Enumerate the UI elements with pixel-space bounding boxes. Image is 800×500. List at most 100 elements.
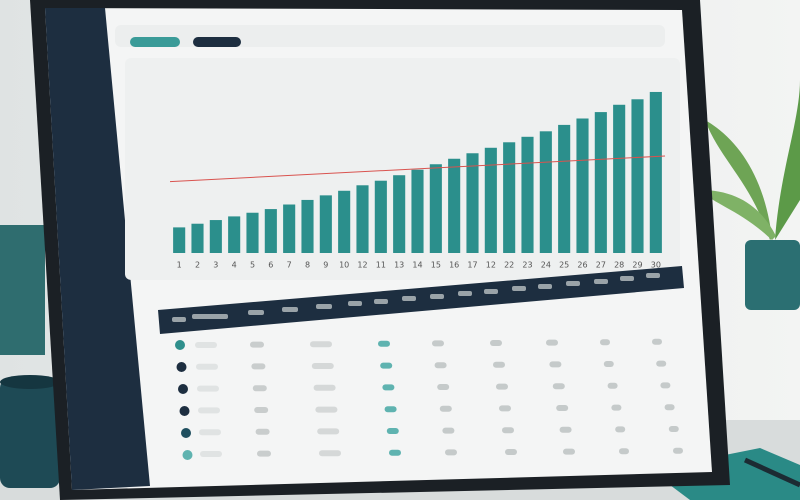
x-tick-label: 11 (376, 261, 386, 270)
bar (173, 227, 186, 253)
row-avatar (178, 384, 188, 394)
row-cell (615, 426, 626, 433)
bar (191, 223, 204, 253)
row-cell (313, 384, 336, 391)
row-cell (311, 363, 334, 369)
bar (576, 118, 589, 254)
row-cell (199, 429, 221, 436)
x-tick-label: 30 (651, 261, 661, 270)
row-cell (195, 342, 217, 348)
x-tick-label: 6 (268, 261, 273, 270)
row-cell (656, 360, 667, 367)
row-cell (432, 340, 444, 347)
bar (301, 199, 314, 253)
row-avatar (179, 406, 190, 416)
bar (393, 175, 406, 253)
row-cell (198, 407, 220, 414)
top-bar (115, 25, 665, 47)
row-cell (382, 384, 395, 391)
bar (374, 180, 387, 253)
bar (503, 142, 516, 253)
bar (283, 204, 296, 253)
x-tick-label: 7 (287, 261, 292, 270)
bar (209, 220, 222, 253)
row-cell (200, 451, 222, 457)
row-cell (255, 428, 270, 435)
x-tick-label: 16 (449, 261, 459, 270)
x-tick-label: 12 (486, 261, 496, 270)
bar (448, 158, 461, 253)
mug (0, 375, 60, 488)
row-cell (502, 427, 514, 434)
chair (0, 225, 45, 355)
bar (613, 104, 626, 254)
x-tick-label: 23 (522, 261, 532, 270)
row-cell (254, 407, 269, 413)
row-cell (439, 405, 452, 412)
row-cell (445, 449, 457, 456)
row-avatar (175, 340, 185, 350)
row-cell (552, 383, 565, 390)
row-cell (607, 382, 618, 389)
bar (411, 169, 424, 253)
row-cell (252, 385, 267, 392)
row-cell (600, 339, 610, 346)
row-cell (556, 405, 569, 411)
tab[interactable] (130, 37, 180, 47)
row-cell (319, 450, 341, 457)
row-cell (505, 449, 517, 455)
row-cell (490, 340, 502, 346)
x-tick-label: 2 (195, 261, 200, 270)
row-cell (652, 338, 662, 345)
row-cell (251, 363, 266, 370)
bar (484, 147, 497, 253)
row-cell (434, 362, 447, 369)
table-header (158, 266, 684, 334)
tab[interactable] (193, 37, 241, 47)
x-tick-label: 28 (614, 261, 624, 270)
row-avatar (181, 428, 191, 438)
row-cell (563, 448, 575, 455)
row-cell (673, 447, 683, 454)
row-avatar (182, 450, 193, 460)
row-cell (197, 385, 219, 392)
bar (429, 164, 442, 253)
row-cell (493, 361, 505, 368)
row-cell (315, 406, 338, 413)
x-tick-label: 29 (632, 261, 642, 270)
bar (228, 216, 241, 253)
row-cell (442, 427, 455, 434)
bar (594, 112, 607, 253)
bar (521, 136, 534, 253)
row-cell (611, 404, 622, 411)
x-tick-label: 27 (596, 261, 606, 270)
pen (743, 457, 800, 488)
table (158, 266, 684, 460)
row-cell (549, 361, 562, 368)
x-tick-label: 8 (305, 261, 310, 270)
row-cell (619, 448, 629, 455)
x-tick-label: 17 (467, 261, 477, 270)
row-avatar (176, 362, 187, 372)
x-tick-label: 4 (232, 261, 237, 270)
bar (264, 209, 277, 253)
x-tick-label: 5 (250, 261, 255, 270)
row-cell (499, 405, 511, 412)
row-cell (668, 426, 679, 432)
bar (649, 91, 662, 254)
row-cell (660, 382, 671, 389)
plant (700, 80, 800, 310)
x-tick-label: 9 (323, 261, 328, 270)
row-cell (559, 426, 572, 433)
bar (466, 153, 479, 253)
row-cell (196, 363, 218, 370)
row-cell (664, 404, 675, 411)
bar (319, 195, 332, 253)
row-cell (603, 361, 614, 367)
row-cell (389, 449, 401, 456)
reference-line (169, 155, 666, 183)
bar (246, 212, 259, 253)
row-cell (386, 428, 399, 434)
row-cell (380, 362, 393, 369)
